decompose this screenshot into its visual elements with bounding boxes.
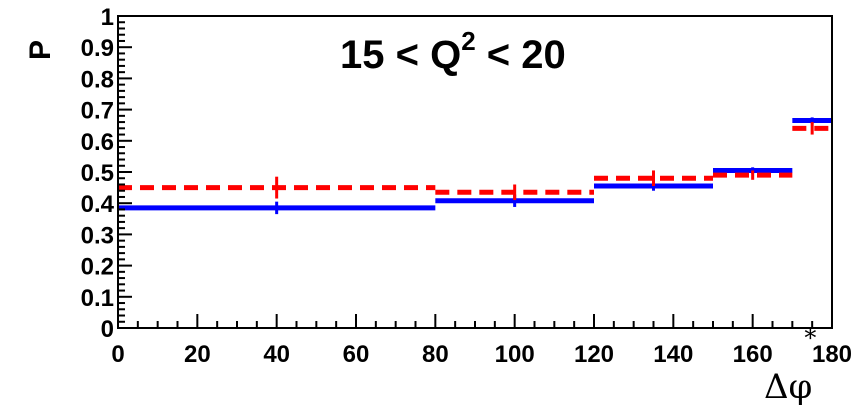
y-tick-label: 0.9 [81,35,114,62]
x-tick-label: 160 [733,341,773,368]
x-tick-label: 60 [343,341,370,368]
y-tick-label: 0.3 [81,222,114,249]
x-axis-label: Δφ * [764,324,816,405]
y-axis-tick-labels: 0 0.1 0.2 0.3 0.4 0.5 0.6 0.7 0.8 0.9 1 [81,4,115,343]
x-axis-tick-labels: 0 20 40 60 80 100 120 140 160 180 [111,341,852,368]
x-axis-ticks [117,314,833,328]
x-tick-label: 100 [495,341,535,368]
chart-title-sup: 2 [461,26,475,56]
y-tick-label: 0.2 [81,254,114,281]
x-axis-label-base: Δφ [764,367,812,405]
y-tick-label: 0.8 [81,66,114,93]
y-tick-label: 0 [101,316,114,343]
x-tick-label: 20 [184,341,211,368]
x-axis-label-sup: * [804,324,816,352]
chart-marks [118,117,832,215]
y-tick-label: 0.5 [81,160,114,187]
y-tick-label: 0.4 [81,191,115,218]
y-axis-label: P [24,40,57,60]
y-tick-label: 0.7 [81,98,114,125]
x-tick-label: 140 [653,341,693,368]
series-2 [118,122,832,201]
x-tick-label: 40 [263,341,290,368]
y-tick-label: 0.1 [81,285,114,312]
y-axis-ticks [118,15,132,329]
chart-title-tail: < 20 [476,33,566,77]
chart-title-base: 15 < Q [340,33,461,77]
x-tick-label: 0 [111,341,124,368]
x-tick-label: 120 [574,341,614,368]
y-tick-label: 1 [101,4,114,31]
y-tick-label: 0.6 [81,129,114,156]
x-tick-label: 80 [422,341,449,368]
x-tick-label: 180 [812,341,852,368]
series-1 [118,117,832,215]
chart-title: 15 < Q2 < 20 [340,26,566,77]
